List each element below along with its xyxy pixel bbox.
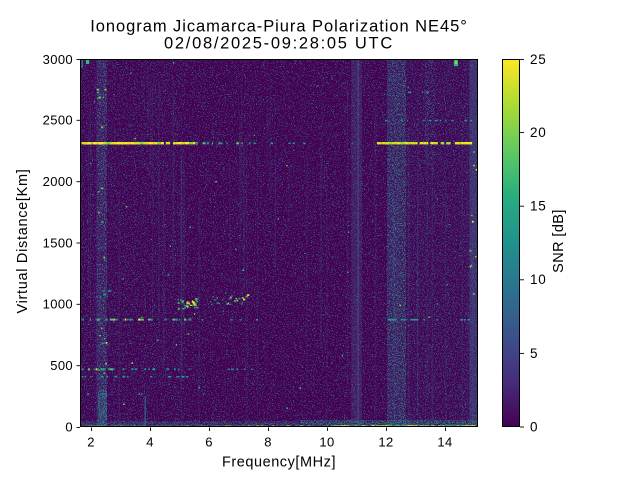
svg-text:02/08/2025-09:28:05 UTC: 02/08/2025-09:28:05 UTC [164, 35, 394, 53]
svg-text:1500: 1500 [43, 235, 73, 250]
svg-text:10: 10 [530, 272, 547, 287]
svg-text:15: 15 [530, 199, 547, 214]
svg-text:8: 8 [264, 435, 272, 450]
svg-text:Frequency[MHz]: Frequency[MHz] [222, 455, 336, 471]
svg-text:5: 5 [530, 346, 538, 361]
svg-text:2: 2 [87, 435, 95, 450]
svg-text:Ionogram Jicamarca-Piura Polar: Ionogram Jicamarca-Piura Polarization NE… [90, 18, 468, 36]
svg-text:12: 12 [378, 435, 393, 450]
svg-text:1000: 1000 [43, 297, 73, 312]
svg-text:0: 0 [530, 419, 538, 434]
svg-text:25: 25 [530, 52, 547, 67]
svg-text:Virtual Distance[Km]: Virtual Distance[Km] [15, 168, 31, 313]
svg-text:14: 14 [437, 435, 452, 450]
svg-text:2500: 2500 [43, 113, 73, 128]
svg-text:0: 0 [65, 419, 73, 434]
svg-text:10: 10 [319, 435, 334, 450]
svg-text:SNR [dB]: SNR [dB] [551, 209, 567, 273]
svg-text:500: 500 [50, 358, 73, 373]
svg-text:3000: 3000 [43, 52, 73, 67]
svg-text:6: 6 [205, 435, 213, 450]
svg-text:2000: 2000 [43, 174, 73, 189]
svg-text:20: 20 [530, 125, 547, 140]
svg-text:4: 4 [146, 435, 154, 450]
